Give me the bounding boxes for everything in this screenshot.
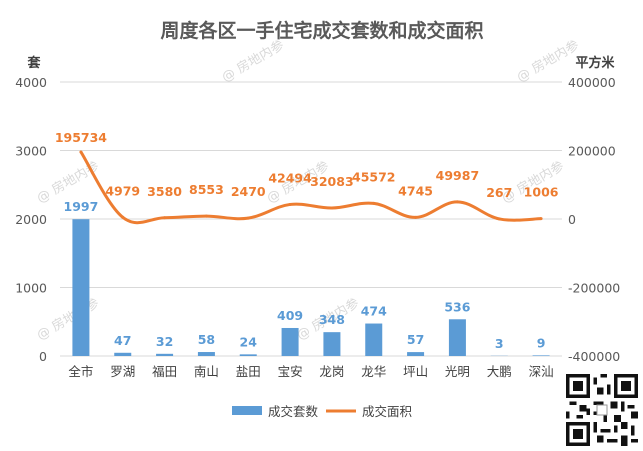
bar-data-label: 24 [240,334,258,349]
legend-label: 成交面积 [362,404,412,419]
x-axis-category-label: 福田 [152,364,177,379]
bar-data-label: 47 [114,333,131,348]
line-point [330,206,334,210]
right-axis-tick-label: -200000 [568,281,620,296]
line-data-label: 267 [486,185,512,200]
right-axis-tick-label: 200000 [568,144,616,159]
legend-swatch-bar [232,406,262,415]
left-axis-tick-label: 0 [39,349,47,364]
line-point [455,200,459,204]
bar-data-label: 348 [319,312,345,327]
right-axis-tick-label: 400000 [568,75,616,90]
x-axis-category-label: 深汕 [529,364,554,379]
qr-code-image [566,374,638,446]
bar [281,327,299,356]
bar [365,323,383,356]
bar-data-label: 57 [407,332,424,347]
left-axis-tick-label: 3000 [15,144,47,159]
line-series [79,150,543,225]
right-axis-tick-label: -400000 [568,349,620,364]
bar-data-label: 1997 [64,199,99,214]
line-point [246,216,250,220]
line-data-label: 32083 [310,174,354,189]
legend-label: 成交套数 [268,404,319,419]
line-data-label: 4979 [105,183,140,198]
line-point [539,217,543,221]
x-axis-category-label: 龙华 [361,364,386,379]
left-axis-unit-label: 套 [26,55,41,71]
x-axis-category-label: 罗湖 [110,364,135,379]
chart-title: 周度各区一手住宅成交套数和成交面积 [160,19,483,42]
right-axis-tick-label: 0 [568,212,576,227]
bar-data-label: 474 [361,304,387,319]
line-point [288,202,292,206]
x-axis-category-label: 龙岗 [319,364,344,379]
bar-data-label: 3 [495,336,504,351]
bar-data-label: 409 [277,308,303,323]
x-axis-category-label: 全市 [68,364,93,379]
line-point [79,150,83,154]
line-data-label: 195734 [55,130,107,145]
bar [448,319,466,356]
line-data-label: 8553 [189,182,224,197]
x-axis-category-label: 大鹏 [487,364,512,379]
left-axis-tick-label: 1000 [15,281,47,296]
bar [156,353,174,356]
line-point [372,201,376,205]
line-point [497,217,501,221]
line-data-label: 1006 [524,185,559,200]
right-axis-ticks: -400000 -200000 0 200000 400000 [568,75,620,364]
bar [532,355,550,356]
line-point [121,215,125,219]
line-data-label: 42494 [268,170,312,185]
bar [239,354,257,356]
bar [197,352,215,356]
x-axis-category-label: 盐田 [236,364,261,379]
line-point [204,214,208,218]
x-axis-category-label: 光明 [445,364,470,379]
line-point [163,216,167,220]
x-axis-category-labels: 全市 罗湖 福田 南山 盐田 宝安 龙岗 龙华 坪山 光明 大鹏 深汕 [68,364,553,379]
x-axis-category-label: 坪山 [403,364,428,379]
legend: 成交套数 成交面积 [232,404,412,419]
bar [323,332,341,356]
bar [407,352,425,356]
bar-data-label: 58 [198,332,215,347]
line-data-label: 49987 [436,168,480,183]
x-axis-category-label: 宝安 [278,364,303,379]
bar-data-label: 9 [537,335,546,350]
bar [114,352,132,356]
right-axis-unit-label: 平方米 [575,55,615,71]
left-axis-tick-label: 2000 [15,212,47,227]
left-axis-ticks: 0 1000 2000 3000 4000 [15,75,47,364]
line-data-label: 3580 [147,184,182,199]
gridlines [60,81,562,357]
series-line [79,151,542,225]
line-data-label: 45572 [352,169,396,184]
bar [72,219,90,356]
watermark-text: @ 房地内参 [219,37,287,85]
x-axis-category-label: 南山 [194,364,219,379]
line-data-labels: 195734 4979 3580 8553 2470424943208345572474… [55,130,559,200]
line-data-label: 2470 [231,184,266,199]
line-point [414,215,418,219]
bar-data-label: 536 [444,299,470,314]
line-data-label: 4745 [398,183,433,198]
bar-data-labels: 1997 47 32 58 24 409 348 474 57 536 3 9 [64,199,546,351]
bar-series [72,219,550,356]
bar-data-label: 32 [156,334,173,349]
left-axis-tick-label: 4000 [15,75,47,90]
watermark-text: @ 房地内参 [34,295,102,343]
